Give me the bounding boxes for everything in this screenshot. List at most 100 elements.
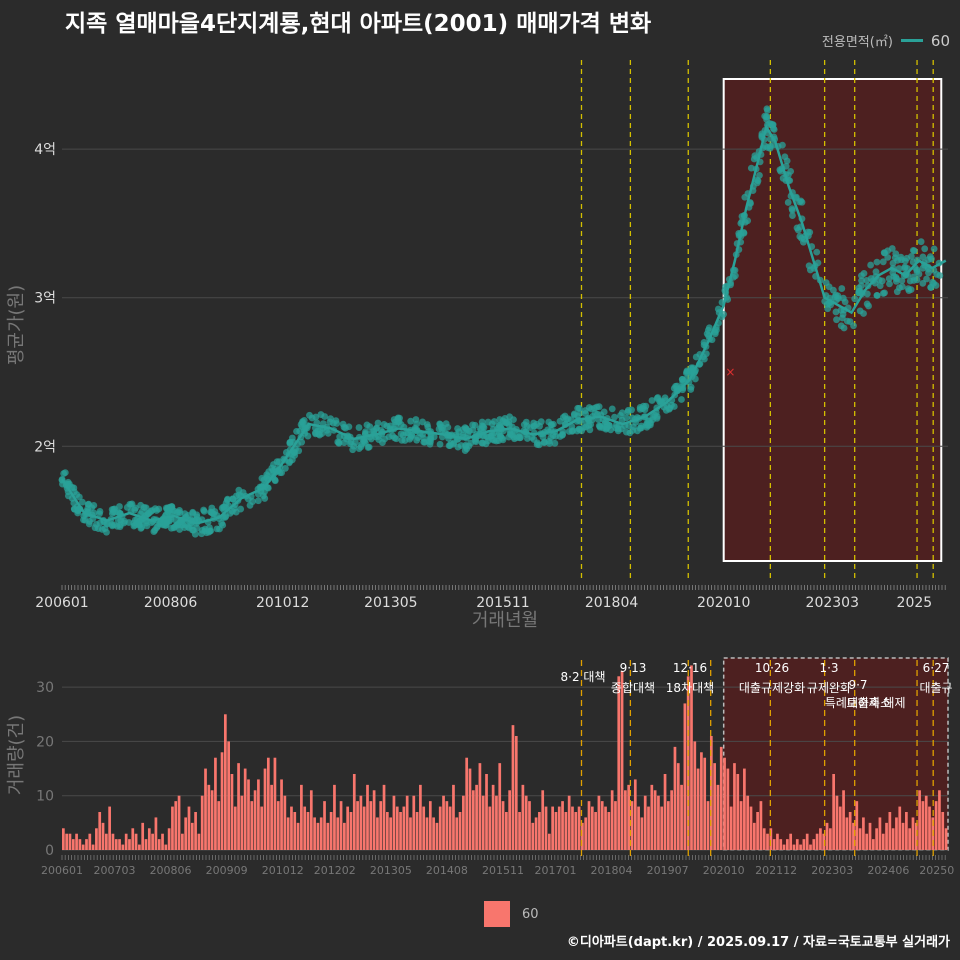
price-point	[789, 212, 796, 219]
volume-bar	[723, 757, 726, 850]
price-point	[261, 495, 269, 502]
price-xtick-label: 201804	[585, 595, 639, 611]
volume-bar	[167, 828, 171, 850]
price-point	[753, 179, 761, 187]
volume-bar	[323, 801, 326, 850]
volume-bar	[752, 822, 756, 850]
volume-bar	[343, 822, 346, 850]
volume-bar	[547, 833, 551, 850]
volume-bar	[333, 784, 336, 850]
price-point	[863, 276, 871, 284]
price-xtick-label: 2025	[897, 595, 933, 611]
volume-bar	[468, 768, 472, 850]
volume-bar	[567, 795, 571, 850]
volume-bar	[574, 812, 578, 850]
volume-bar	[564, 812, 568, 850]
volume-bar	[739, 801, 743, 850]
price-point	[304, 432, 312, 440]
volume-bar	[858, 828, 862, 850]
volume-bar	[557, 806, 561, 850]
volume-bar	[812, 839, 816, 850]
volume-bar	[78, 839, 82, 850]
volume-bar	[313, 817, 316, 850]
volume-xtick-label: 20250	[919, 864, 954, 877]
volume-bar	[495, 795, 498, 850]
volume-bar	[541, 790, 545, 850]
volume-bar	[151, 833, 154, 850]
price-point	[184, 512, 192, 519]
volume-bar	[531, 822, 535, 850]
volume-bar	[729, 806, 733, 850]
price-point	[587, 421, 595, 429]
volume-bar	[118, 839, 121, 850]
price-xtick-label: 201305	[364, 595, 417, 611]
volume-bar	[683, 703, 687, 850]
volume-bar	[643, 795, 647, 850]
volume-bar	[905, 812, 908, 850]
price-point	[562, 415, 570, 423]
price-point	[258, 474, 266, 482]
price-point	[907, 253, 915, 260]
volume-bar	[75, 833, 78, 850]
volume-bar	[247, 779, 250, 850]
price-point	[193, 524, 201, 532]
price-point	[173, 509, 181, 516]
volume-bar	[491, 784, 495, 850]
price-point	[312, 413, 320, 421]
price-point	[516, 434, 524, 442]
volume-bar	[71, 839, 75, 850]
price-point	[906, 277, 914, 285]
volume-bar	[233, 806, 237, 850]
price-point	[614, 425, 622, 433]
price-point	[831, 293, 839, 301]
price-point	[123, 504, 131, 511]
price-point	[359, 437, 367, 445]
volume-bar	[759, 801, 763, 850]
price-point	[636, 404, 644, 411]
volume-bar	[881, 833, 885, 850]
price-point	[110, 521, 118, 529]
volume-bar	[901, 822, 905, 850]
volume-bar	[65, 833, 69, 850]
price-point	[896, 284, 903, 292]
volume-bar	[98, 812, 102, 850]
price-point	[271, 476, 279, 484]
price-point	[839, 294, 847, 302]
price-point	[326, 418, 334, 426]
price-point	[779, 141, 786, 149]
volume-bar	[713, 763, 716, 850]
price-point	[858, 282, 865, 290]
price-point	[312, 429, 319, 437]
price-point	[867, 261, 875, 269]
price-point	[84, 501, 92, 508]
volume-bar	[581, 822, 584, 850]
price-point	[872, 268, 880, 276]
price-point	[932, 282, 940, 289]
price-point	[131, 516, 139, 524]
price-point	[207, 527, 214, 535]
volume-bar	[693, 741, 697, 850]
price-point	[654, 394, 662, 401]
volume-bar	[534, 817, 538, 850]
volume-bar	[412, 795, 416, 850]
price-point	[490, 418, 498, 425]
price-point	[394, 415, 402, 423]
price-point	[933, 271, 941, 278]
price-point	[618, 409, 626, 417]
volume-bar	[501, 801, 505, 850]
volume-bar	[164, 844, 168, 850]
volume-xtick-label: 201907	[647, 864, 689, 877]
volume-bar	[108, 806, 111, 850]
volume-bar	[610, 790, 614, 850]
price-point	[678, 375, 686, 383]
legend-bottom-label: 60	[522, 906, 539, 922]
volume-bar	[349, 812, 353, 850]
volume-xtick-label: 202010	[703, 864, 745, 877]
price-point	[892, 277, 900, 285]
volume-xtick-label: 200909	[206, 864, 248, 877]
legend-top-title: 전용면적(㎡)	[821, 35, 893, 50]
price-point	[788, 206, 796, 214]
price-point	[90, 501, 98, 509]
policy-date-label: 8·2 대책	[561, 669, 606, 684]
